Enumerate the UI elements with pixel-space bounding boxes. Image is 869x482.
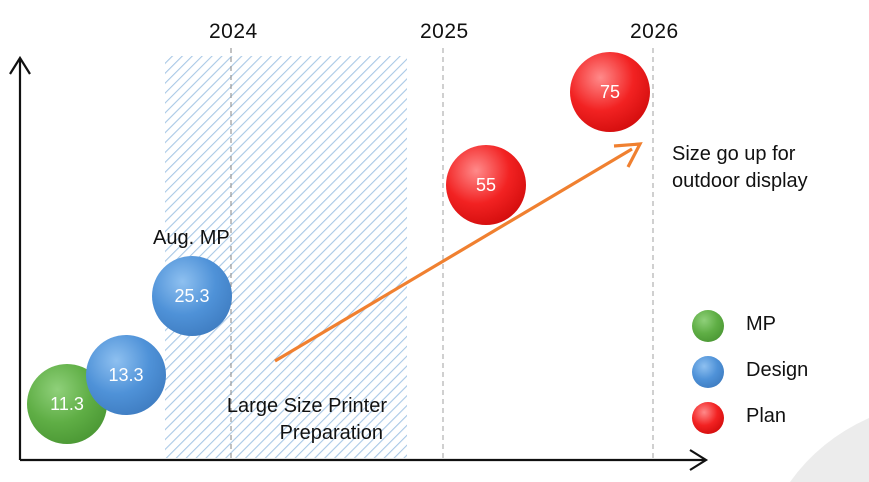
bubble-75: 75 (570, 52, 650, 132)
legend-mp-dot (692, 310, 724, 342)
legend-design-label: Design (746, 359, 809, 381)
preparation-label-line1: Large Size Printer (226, 395, 387, 417)
bubble-25-3: 25.3 (152, 256, 232, 336)
legend-mp-label: MP (746, 313, 776, 335)
trend-label-line1: Size go up for (672, 143, 796, 165)
legend-plan-label: Plan (746, 405, 787, 427)
year-label-2025: 2025 (420, 20, 469, 43)
legend-design-dot (692, 356, 724, 388)
trend-arrow (274, 147, 633, 363)
y-axis-arrowhead (9, 55, 31, 75)
x-axis-arrowhead (689, 449, 709, 471)
legend-plan-dot (692, 402, 724, 434)
trend-label-line2: outdoor display (672, 170, 808, 192)
preparation-label-line2: Preparation (279, 422, 383, 444)
year-label-2026: 2026 (630, 20, 679, 43)
trend-arrowhead (613, 142, 643, 168)
bubble-13-3: 13.3 (86, 335, 166, 415)
bubble-55: 55 (446, 145, 526, 225)
preparation-region (165, 56, 407, 458)
year-label-2024: 2024 (209, 20, 258, 43)
corner-decoration (790, 418, 869, 482)
aug-mp-label: Aug. MP (153, 227, 230, 249)
